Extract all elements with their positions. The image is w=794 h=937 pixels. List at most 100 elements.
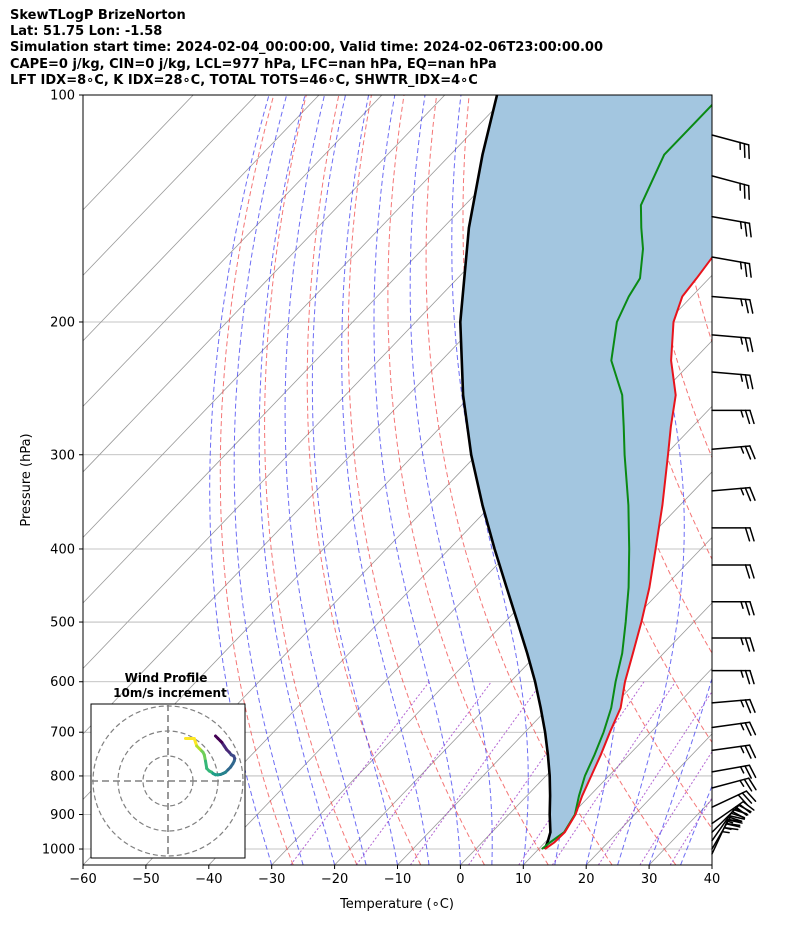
mixing-ratio-line	[551, 681, 676, 865]
x-tick-label: 10	[515, 872, 532, 887]
y-tick-label: 700	[50, 726, 75, 741]
moist-adiabat	[233, 95, 304, 865]
y-tick-label: 100	[50, 89, 75, 104]
dry-adiabat	[631, 95, 712, 459]
mixing-ratio-line	[669, 796, 712, 865]
moist-adiabat	[680, 784, 712, 865]
x-axis-label: Temperature (∘C)	[339, 897, 454, 912]
cin-area	[460, 95, 712, 849]
wind-barb	[711, 295, 754, 314]
hodograph-inset: Wind Profile 10m/s increment	[90, 671, 246, 859]
y-tick-label: 200	[50, 315, 75, 330]
sounding-profiles	[458, 95, 712, 850]
wind-barb	[711, 527, 755, 542]
wind-barb	[711, 637, 755, 652]
hodograph-subtitle: 10m/s increment	[113, 686, 227, 700]
mixing-ratio-line	[597, 690, 712, 865]
moist-adiabat	[409, 95, 493, 865]
temperature-profile-line	[544, 255, 712, 850]
moist-adiabat	[341, 95, 430, 865]
stability-parameters: CAPE=0 j/kg, CIN=0 j/kg, LCL=977 hPa, LF…	[10, 56, 497, 72]
x-tick-label: 30	[641, 872, 658, 887]
wind-barb	[711, 777, 757, 792]
mixing-ratio-line	[290, 681, 430, 865]
stability-indices: LFT IDX=8∘C, K IDX=28∘C, TOTAL TOTS=46∘C…	[10, 72, 478, 88]
wind-barb	[711, 175, 750, 201]
dry-adiabat	[347, 95, 485, 865]
x-tick-label: 40	[704, 872, 721, 887]
y-tick-label: 900	[50, 808, 75, 823]
wind-barb	[711, 215, 752, 238]
y-tick-label: 500	[50, 616, 75, 631]
wind-barb	[711, 800, 755, 825]
wind-barb	[711, 564, 755, 579]
wind-barb	[711, 601, 755, 616]
x-tick-label: −50	[132, 872, 159, 887]
hodograph-trace	[214, 734, 220, 740]
isotherm-line	[83, 95, 257, 276]
isotherm-line	[83, 95, 383, 407]
y-axis-label: Pressure (hPa)	[19, 433, 34, 526]
wind-barb	[711, 445, 756, 460]
wind-barb	[711, 256, 752, 278]
wind-barb	[711, 790, 757, 808]
dry-adiabat	[730, 95, 794, 865]
mixing-ratio-line	[409, 681, 543, 865]
station-coordinates: Lat: 51.75 Lon: -1.58	[10, 24, 163, 40]
chart-title: SkewTLogP BrizeNorton	[10, 8, 186, 23]
moist-adiabat	[209, 95, 273, 865]
parcel-profile-line	[458, 95, 552, 850]
x-tick-label: −10	[384, 872, 411, 887]
moist-adiabat	[373, 95, 461, 865]
x-tick-label: 20	[578, 872, 595, 887]
y-tick-label: 800	[50, 769, 75, 784]
wind-barb	[711, 764, 757, 779]
y-tick-label: 300	[50, 448, 75, 463]
moist-adiabat	[284, 95, 367, 865]
isotherm-line	[711, 864, 712, 865]
moist-adiabat	[311, 95, 398, 865]
x-tick-label: −30	[258, 872, 285, 887]
isotherm-line	[523, 667, 712, 865]
dewpoint-profile-line	[541, 103, 712, 850]
dry-adiabat	[264, 95, 358, 865]
x-axis-ticks: −60 −50 −40 −30 −20 −10 0 10 20 30 40	[69, 865, 720, 887]
dry-adiabat	[219, 95, 294, 865]
wind-barb	[711, 721, 757, 736]
wind-barbs	[711, 134, 757, 855]
dry-adiabat	[425, 95, 613, 865]
mixing-ratio-line	[518, 681, 645, 865]
isotherm-line	[83, 95, 508, 538]
y-tick-label: 1000	[42, 843, 75, 858]
dry-adiabat	[306, 95, 422, 865]
mixing-ratio-line	[355, 681, 492, 865]
isotherm-line	[397, 536, 712, 865]
moist-adiabat	[648, 676, 712, 865]
moist-adiabat	[258, 95, 336, 865]
wind-barb	[711, 334, 754, 353]
y-tick-label: 400	[50, 542, 75, 557]
wind-barb	[711, 698, 756, 714]
wind-barb	[711, 486, 756, 502]
isotherm-line	[334, 471, 712, 865]
simulation-times: Simulation start time: 2024-02-04_00:00:…	[10, 40, 603, 56]
dry-adiabat	[387, 95, 549, 865]
wind-barb	[711, 371, 754, 390]
y-tick-label: 600	[50, 675, 75, 690]
mixing-ratio-line	[639, 750, 712, 865]
hodograph-title: Wind Profile	[125, 671, 208, 685]
x-tick-label: 0	[456, 872, 464, 887]
wind-barb	[711, 134, 750, 160]
x-tick-label: −60	[69, 872, 96, 887]
x-tick-label: −40	[195, 872, 222, 887]
y-axis-ticks: 100 200 300 400 500 600 700 800 900 1000	[42, 89, 83, 858]
hodograph-plot	[91, 704, 245, 858]
moist-adiabat	[711, 863, 712, 865]
wind-barb	[711, 409, 755, 425]
isotherm-line	[83, 95, 571, 604]
dry-adiabat	[762, 95, 794, 865]
cape-cin-shading	[460, 95, 712, 849]
isotherm-line	[83, 95, 446, 473]
wind-barb	[711, 669, 755, 685]
